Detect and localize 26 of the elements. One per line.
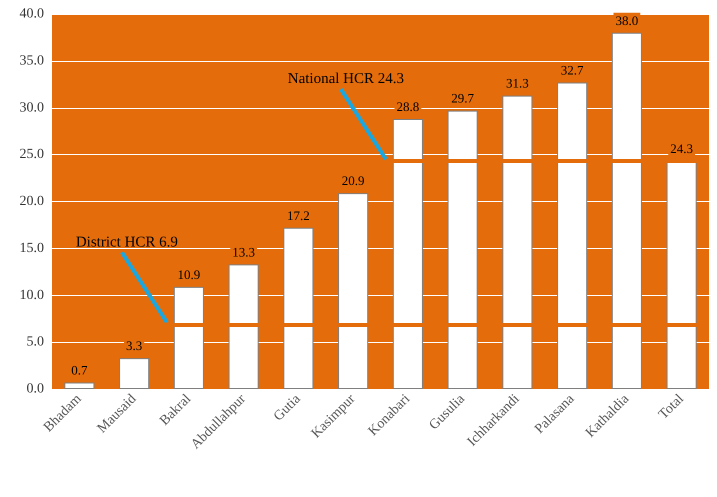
data-label: 17.2	[287, 208, 310, 223]
y-tick-label: 40.0	[20, 6, 44, 22]
data-label: 13.3	[232, 244, 255, 260]
data-label: 29.7	[451, 90, 474, 106]
data-label: 28.8	[396, 99, 420, 114]
data-label: 31.3	[506, 76, 529, 91]
y-tick-label: 0.0	[26, 382, 44, 396]
data-label: 38.0	[616, 12, 638, 28]
ref-line-label: National HCR 24.3	[288, 71, 404, 88]
data-label: 0.7	[71, 362, 88, 378]
y-tick-label: 25.0	[20, 147, 44, 162]
data-label: 20.9	[342, 173, 364, 188]
data-label: 32.7	[560, 62, 584, 78]
data-label: 10.9	[178, 266, 200, 282]
bar	[64, 382, 94, 389]
data-label: 3.3	[126, 338, 142, 354]
y-tick-label: 10.0	[20, 288, 44, 303]
y-tick-label: 5.0	[26, 334, 44, 350]
data-label: 24.3	[670, 141, 693, 156]
x-tick-label: Gutia	[271, 391, 304, 424]
y-tick-label: 35.0	[20, 53, 44, 68]
bar	[119, 358, 150, 389]
y-tick-label: 15.0	[20, 240, 44, 256]
ref-line-label: District HCR 6.9	[76, 234, 178, 250]
y-tick-label: 30.0	[20, 100, 44, 116]
y-tick-label: 20.0	[20, 194, 44, 209]
